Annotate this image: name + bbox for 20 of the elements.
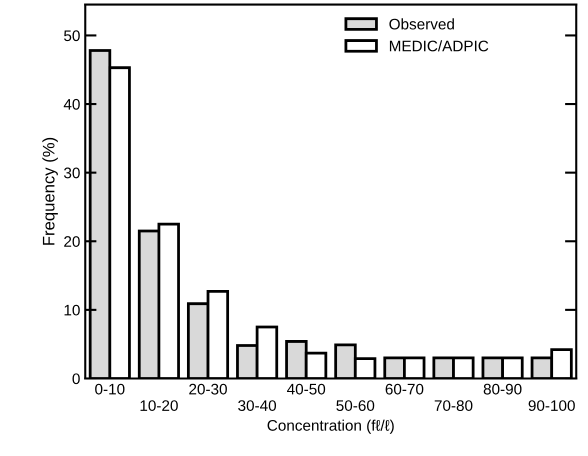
y-tick-label: 10 (64, 304, 80, 316)
x-tick-label: 30-40 (238, 400, 276, 412)
y-tick-label: 30 (64, 168, 80, 178)
x-tick-label: 40-50 (287, 384, 326, 395)
x-tick-label: 70-80 (434, 400, 472, 412)
x-tick-label: 50-60 (336, 400, 374, 412)
x-tick-label: 20-30 (189, 384, 227, 395)
legend-label: MEDIC/ADPIC (390, 40, 488, 52)
y-tick-label: 50 (64, 30, 80, 42)
x-axis-title: Concentration (fℓ/ℓ) (268, 420, 394, 434)
y-axis-title: Frequency (%) (42, 138, 58, 245)
x-tick-label: 0-10 (95, 384, 124, 395)
x-tick-label: 80-90 (484, 384, 522, 395)
y-tick-label: 40 (64, 98, 80, 110)
y-tick-label: 0 (72, 373, 80, 384)
x-tick-label: 10-20 (140, 400, 178, 412)
x-tick-label: 60-70 (386, 384, 424, 395)
y-tick-label: 20 (64, 236, 80, 247)
x-tick-label: 90-100 (528, 400, 575, 412)
legend-label: Observed (389, 18, 454, 30)
